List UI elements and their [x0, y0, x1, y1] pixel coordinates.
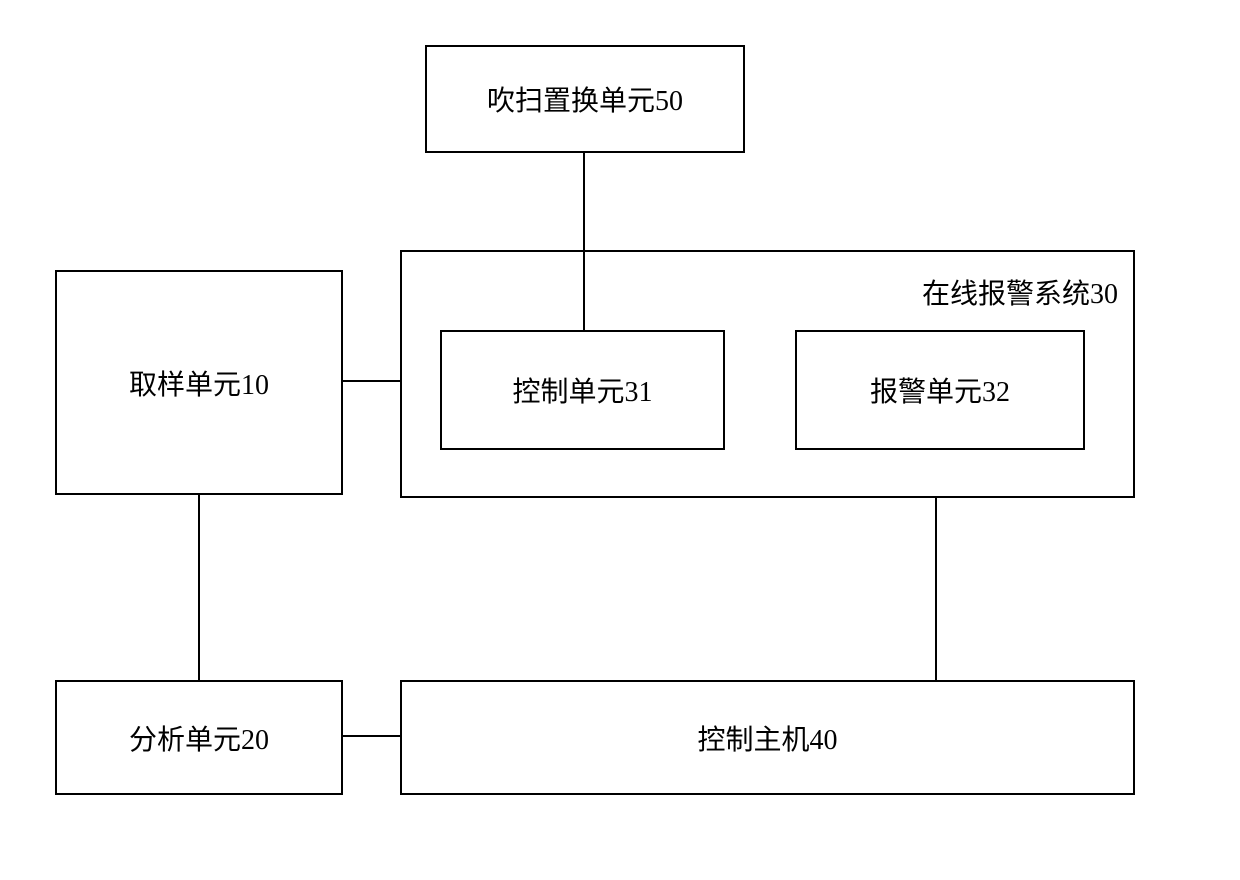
alarm-unit-label: 报警单元32: [870, 370, 1010, 410]
control-host-label: 控制主机40: [697, 718, 837, 758]
control-unit-label: 控制单元31: [512, 370, 652, 410]
analysis-unit-box: 分析单元20: [55, 680, 343, 795]
control-host-box: 控制主机40: [400, 680, 1135, 795]
sampling-unit-box: 取样单元10: [55, 270, 343, 495]
analysis-unit-label: 分析单元20: [129, 718, 269, 758]
edge-alarm-to-host: [935, 498, 937, 680]
edge-purge-to-control: [583, 153, 585, 330]
control-unit-box: 控制单元31: [440, 330, 725, 450]
sampling-unit-label: 取样单元10: [129, 363, 269, 403]
edge-sampling-to-analysis: [198, 495, 200, 680]
purge-unit-label: 吹扫置换单元50: [487, 79, 683, 119]
edge-analysis-to-host: [343, 735, 400, 737]
alarm-unit-box: 报警单元32: [795, 330, 1085, 450]
alarm-system-label: 在线报警系统30: [922, 272, 1118, 312]
purge-unit-box: 吹扫置换单元50: [425, 45, 745, 153]
edge-sampling-to-alarm: [343, 380, 400, 382]
